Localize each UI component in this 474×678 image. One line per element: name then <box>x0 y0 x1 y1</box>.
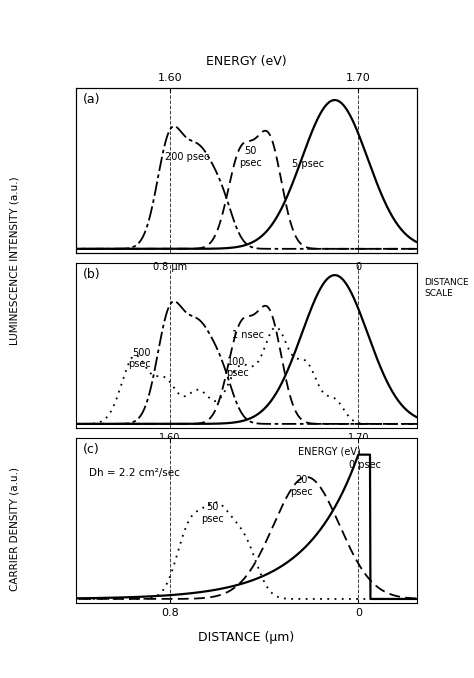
Text: Dh = 2.2 cm²/sec: Dh = 2.2 cm²/sec <box>90 468 181 478</box>
Text: DISTANCE
SCALE: DISTANCE SCALE <box>424 279 469 298</box>
Text: 0.8 μm: 0.8 μm <box>153 262 187 272</box>
Text: CARRIER DENSITY (a.u.): CARRIER DENSITY (a.u.) <box>9 467 19 591</box>
Text: 50
psec: 50 psec <box>238 146 261 167</box>
Text: 500
psec: 500 psec <box>128 348 151 370</box>
Text: 100
psec: 100 psec <box>227 357 249 378</box>
Text: ENERGY (eV): ENERGY (eV) <box>206 55 287 68</box>
Text: 1.70: 1.70 <box>347 433 369 443</box>
Text: DISTANCE (μm): DISTANCE (μm) <box>198 631 295 643</box>
Text: LUMINESCENCE INTENSITY (a.u.): LUMINESCENCE INTENSITY (a.u.) <box>9 177 19 345</box>
Text: (a): (a) <box>82 93 100 106</box>
Text: 0: 0 <box>355 262 361 272</box>
Text: ENERGY (eV): ENERGY (eV) <box>298 447 360 456</box>
Text: 5 psec: 5 psec <box>292 159 325 169</box>
Text: 0 psec: 0 psec <box>349 460 381 470</box>
Text: 1 nsec: 1 nsec <box>232 330 264 340</box>
Text: ENERGY (eV): ENERGY (eV) <box>331 445 393 455</box>
Text: 1.60: 1.60 <box>159 433 181 443</box>
Text: 50
psec: 50 psec <box>201 502 224 523</box>
Text: (b): (b) <box>82 268 100 281</box>
Text: 200 psec: 200 psec <box>165 152 210 161</box>
Text: 20
psec: 20 psec <box>291 475 313 497</box>
Text: (c): (c) <box>82 443 100 456</box>
